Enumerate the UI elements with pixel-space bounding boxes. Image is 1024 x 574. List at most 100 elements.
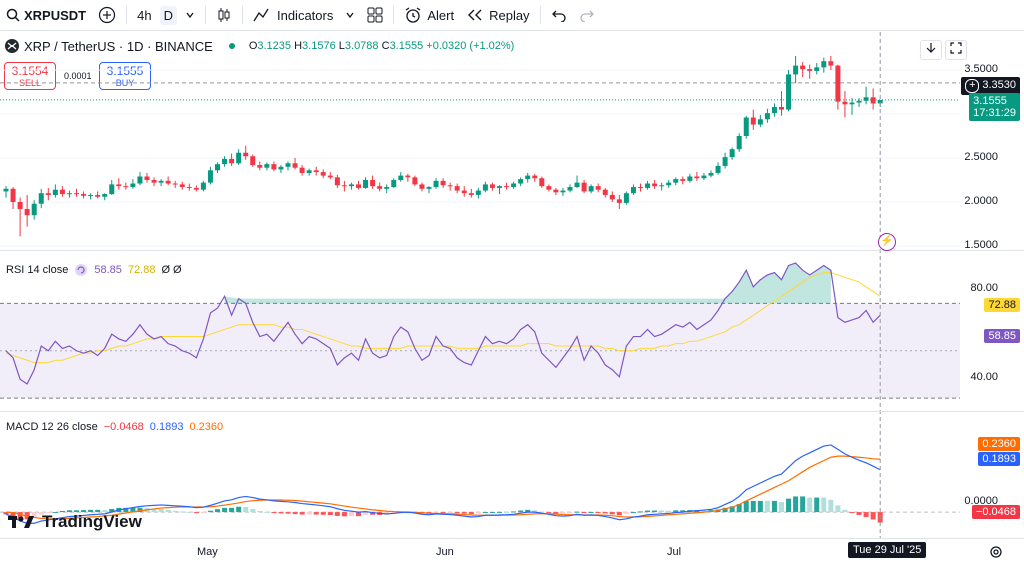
alert-button[interactable]: Alert xyxy=(398,0,460,31)
macd-histogram-bar xyxy=(511,511,517,513)
buy-price: 3.1555 xyxy=(106,64,144,78)
layouts-button[interactable] xyxy=(361,0,389,31)
fullscreen-button[interactable] xyxy=(945,40,967,60)
bar-countdown: 17:31:29 xyxy=(973,107,1016,119)
candle-body xyxy=(468,193,474,195)
candle-body xyxy=(687,176,693,181)
lightning-event-icon[interactable]: ⚡ xyxy=(878,233,896,251)
high-value: 3.1576 xyxy=(302,40,336,52)
price-tick: 2.0000 xyxy=(964,195,998,207)
candle-body xyxy=(616,199,622,203)
candle-body xyxy=(130,183,136,188)
high-label: H xyxy=(294,40,303,52)
macd-histogram-bar xyxy=(729,506,735,513)
divider xyxy=(393,6,395,24)
refresh-icon[interactable] xyxy=(74,263,88,277)
candle-body xyxy=(779,106,784,110)
macd-histogram-bar xyxy=(567,512,573,514)
macd-histogram-bar xyxy=(377,512,383,516)
macd-histogram-bar xyxy=(271,512,277,514)
macd-histogram-bar xyxy=(786,498,792,513)
macd-histogram-bar xyxy=(426,512,432,514)
candle-body xyxy=(229,158,235,164)
close-label: C xyxy=(381,40,390,52)
interval-4h[interactable]: 4h xyxy=(131,0,157,31)
arrow-down-icon xyxy=(926,43,936,53)
price-tick: 3.5000 xyxy=(964,63,998,75)
rsi-band xyxy=(0,303,960,399)
candle-body xyxy=(497,186,502,188)
macd-histogram-bar xyxy=(842,509,848,513)
macd-histogram-bar xyxy=(341,512,347,517)
candle-body xyxy=(609,194,615,200)
candle-body xyxy=(638,187,643,189)
candle-body xyxy=(722,157,728,166)
candle-body xyxy=(461,190,467,194)
macd-histogram-bar xyxy=(518,510,524,513)
candle-body xyxy=(207,170,213,183)
buy-button[interactable]: 3.1555 BUY xyxy=(99,62,151,90)
settings-button[interactable] xyxy=(989,545,1003,564)
candle-body xyxy=(377,186,383,189)
sell-button[interactable]: 3.1554 SELL xyxy=(4,62,56,90)
compare-button[interactable] xyxy=(92,0,122,31)
macd-histogram-bar xyxy=(821,497,827,513)
candle-body xyxy=(588,186,594,192)
macd-histogram-bar xyxy=(363,512,369,515)
indicators-button[interactable]: Indicators xyxy=(247,0,339,31)
macd-histogram-bar xyxy=(638,511,643,513)
chart-type-button[interactable] xyxy=(210,0,238,31)
macd-histogram-bar xyxy=(835,505,841,513)
candle-body xyxy=(306,170,312,173)
macd-histogram-bar xyxy=(532,510,538,513)
macd-histogram-bar xyxy=(856,512,862,516)
candle-body xyxy=(581,182,587,192)
macd-histogram-bar xyxy=(771,500,777,513)
symbol-search[interactable]: XRPUSDT xyxy=(0,0,92,31)
rsi-ma-value: 72.88 xyxy=(127,264,156,276)
candle-body xyxy=(31,203,37,216)
candle-body xyxy=(186,187,192,189)
macd-histogram-bar xyxy=(595,512,601,514)
redo-button[interactable] xyxy=(573,0,601,31)
replay-button[interactable]: Replay xyxy=(460,0,535,31)
candle-body xyxy=(88,194,94,196)
macd-histogram-bar xyxy=(398,512,404,514)
macd-histogram-bar xyxy=(348,512,354,517)
macd-histogram-bar xyxy=(701,510,707,513)
indicators-dropdown[interactable] xyxy=(339,0,361,31)
candle-body xyxy=(215,164,220,171)
candle-body xyxy=(567,187,573,191)
scroll-to-end-button[interactable] xyxy=(920,40,942,60)
tradingview-logo[interactable]: TradingView xyxy=(8,512,142,532)
candle-body xyxy=(123,186,129,188)
time-label-jun: Jun xyxy=(436,546,454,558)
interval-d[interactable]: D xyxy=(158,0,179,31)
candle-body xyxy=(729,149,735,158)
interval-dropdown[interactable] xyxy=(179,0,201,31)
add-plus-icon[interactable]: + xyxy=(965,79,980,93)
macd-histogram-bar xyxy=(539,511,545,513)
divider xyxy=(126,6,128,24)
candle-body xyxy=(179,184,185,188)
candle-body xyxy=(271,164,277,170)
candle-body xyxy=(200,182,206,190)
candle-body xyxy=(109,184,115,195)
candle-body xyxy=(447,185,453,187)
candle-body xyxy=(736,136,742,150)
candle-body xyxy=(250,156,256,166)
macd-histogram-bar xyxy=(461,512,467,514)
market-status-dot xyxy=(228,43,235,49)
time-label-may: May xyxy=(197,546,218,558)
candle-body xyxy=(313,170,319,173)
macd-histogram-bar xyxy=(172,510,178,513)
candle-body xyxy=(74,193,79,195)
candle-body xyxy=(398,175,404,180)
undo-button[interactable] xyxy=(545,0,573,31)
macd-histogram-bar xyxy=(454,512,460,514)
macd-histogram-bar xyxy=(779,502,784,513)
sell-price: 3.1554 xyxy=(11,64,49,78)
candle-body xyxy=(743,117,749,136)
rsi-ma-line xyxy=(5,272,881,364)
macd-histogram-bar xyxy=(207,510,213,513)
